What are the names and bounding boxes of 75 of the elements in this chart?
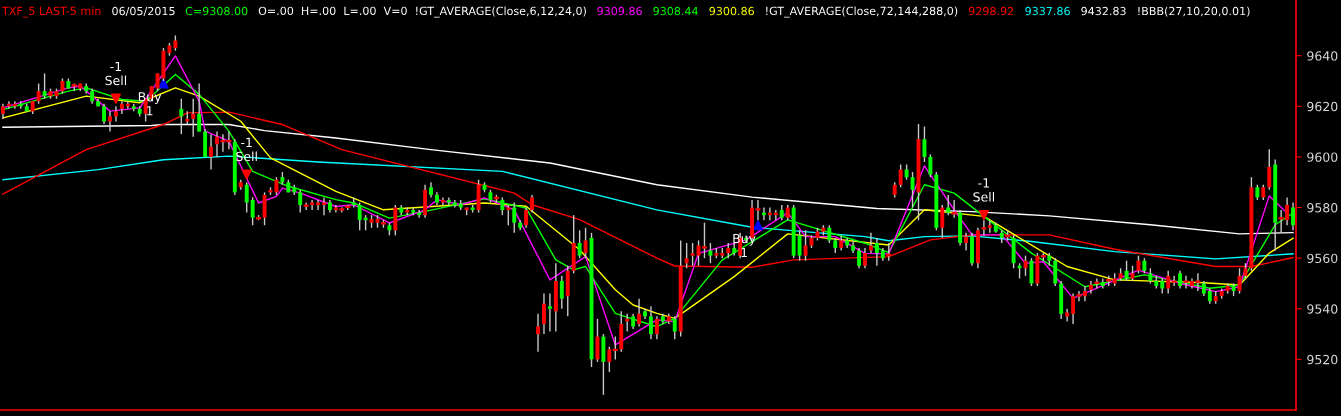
candlestick	[197, 82, 202, 133]
annotation: 9298.92	[968, 6, 1014, 16]
candlestick	[316, 199, 321, 211]
y-tick-label: 9560	[1307, 253, 1338, 264]
annotation: C=9308.00	[185, 6, 248, 16]
candlestick	[102, 103, 106, 125]
y-tick-label: 9520	[1307, 354, 1338, 365]
candlestick	[262, 191, 267, 226]
annotation: !BBB(27,10,20,0.01)	[1138, 6, 1250, 17]
candlestick	[868, 232, 873, 254]
point	[110, 93, 122, 104]
candlestick	[322, 196, 326, 216]
candlestick	[654, 315, 659, 340]
annotation: 9432.83	[1081, 6, 1126, 16]
candlestick	[898, 163, 903, 188]
candlestick	[607, 346, 612, 373]
point	[978, 210, 989, 221]
candlestick	[1267, 148, 1272, 191]
y-tick-label: 9580	[1307, 203, 1338, 213]
candlestick	[547, 292, 552, 333]
candlestick	[928, 153, 933, 178]
candlestick	[1094, 277, 1100, 290]
candlestick	[951, 199, 957, 219]
annotation: 06/05/2015	[112, 6, 175, 17]
text: TXF_5 LAST-5 min	[1, 6, 101, 18]
candlestick	[559, 275, 564, 310]
candlestick	[244, 181, 249, 214]
y-tick-label: 9600	[1307, 152, 1338, 162]
candlestick	[857, 247, 862, 269]
annotation: -1 Sell	[105, 61, 127, 86]
candlestick	[946, 194, 951, 216]
candlestick	[298, 189, 303, 214]
candlestick	[36, 82, 41, 105]
candlestick	[708, 242, 713, 264]
annotation: !GT_AVERAGE(Close,72,144,288,0)	[766, 6, 958, 18]
candlestick	[797, 229, 802, 262]
candlestick	[209, 133, 214, 171]
candlestick	[536, 313, 540, 353]
y-tick-label: 9540	[1307, 304, 1338, 314]
candlestick	[250, 196, 255, 226]
candlestick	[612, 335, 618, 361]
candlestick	[393, 204, 398, 237]
candlestick	[1029, 257, 1034, 287]
candlestick	[701, 222, 707, 259]
candlestick	[1124, 259, 1129, 282]
point	[158, 78, 169, 89]
candlestick	[512, 201, 517, 234]
candlestick	[964, 232, 969, 252]
candlestick	[803, 229, 808, 262]
candlestick	[542, 292, 546, 335]
candlestick	[108, 110, 112, 133]
annotation: -1 Sell	[973, 178, 994, 202]
annotation: 9308.44	[653, 6, 698, 16]
candlestick	[1171, 275, 1177, 287]
candlestick	[524, 206, 529, 229]
candlestick	[357, 201, 362, 232]
candlestick	[940, 204, 945, 239]
candlestick	[577, 229, 582, 259]
line-series	[2, 123, 1294, 235]
annotation: O=.00 H=.00 L=.00 V=0 !GT_AVERAGE(Close,6,12,24,0)	[258, 6, 586, 18]
candlestick	[583, 227, 588, 259]
candlestick	[113, 105, 118, 123]
candlestick	[910, 171, 915, 209]
candlestick	[1053, 257, 1058, 287]
annotation: 9337.86	[1025, 6, 1070, 16]
candlestick	[874, 237, 879, 267]
y-tick-label: 9640	[1307, 51, 1338, 61]
candlestick	[179, 98, 184, 135]
candlestick	[922, 125, 927, 163]
candlestick	[637, 297, 642, 328]
annotation: 9309.86	[597, 6, 642, 16]
y-tick-label: 9620	[1307, 101, 1338, 112]
candlestick	[1166, 270, 1171, 295]
point	[241, 169, 252, 180]
annotation: 9300.86	[709, 6, 754, 16]
